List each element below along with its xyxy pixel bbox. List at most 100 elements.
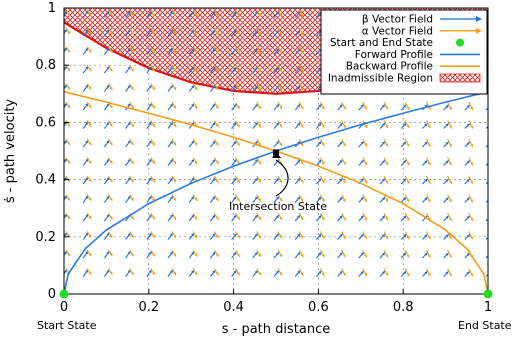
beta-vector-arrow xyxy=(167,158,174,166)
alpha-vector-arrow xyxy=(341,138,347,147)
alpha-vector-arrow xyxy=(256,120,262,128)
beta-vector-arrow xyxy=(273,66,280,74)
alpha-vector-arrow xyxy=(213,120,219,128)
beta-vector-arrow xyxy=(125,177,132,185)
beta-vector-arrow xyxy=(337,140,344,148)
alpha-vector-arrow xyxy=(277,268,283,276)
alpha-vector-arrow xyxy=(107,231,113,239)
beta-vector-arrow xyxy=(337,214,344,222)
alpha-vector-arrow xyxy=(150,64,156,72)
beta-vector-arrow xyxy=(273,29,280,37)
alpha-vector-arrow xyxy=(277,138,283,147)
beta-vector-arrow xyxy=(231,214,238,222)
beta-vector-arrow xyxy=(146,214,153,222)
legend-swatch-region xyxy=(439,73,481,83)
beta-vector-arrow xyxy=(400,196,407,203)
alpha-vector-arrow xyxy=(129,212,135,220)
beta-vector-arrow xyxy=(358,270,365,277)
alpha-vector-arrow xyxy=(129,175,135,183)
alpha-vector-arrow xyxy=(65,175,71,183)
alpha-vector-arrow xyxy=(171,157,177,165)
alpha-vector-arrow xyxy=(107,138,113,146)
beta-vector-arrow xyxy=(379,270,386,277)
beta-vector-arrow xyxy=(82,102,89,111)
beta-vector-arrow xyxy=(464,104,471,111)
beta-vector-arrow xyxy=(167,269,174,277)
beta-vector-arrow xyxy=(209,214,216,222)
alpha-vector-arrow xyxy=(235,231,241,239)
alpha-vector-arrow xyxy=(86,101,92,109)
beta-vector-arrow xyxy=(315,196,322,203)
beta-vector-arrow xyxy=(167,177,174,185)
alpha-vector-arrow xyxy=(192,194,198,202)
beta-vector-arrow xyxy=(103,10,110,18)
beta-vector-arrow xyxy=(209,158,216,166)
beta-vector-arrow xyxy=(337,103,344,111)
beta-vector-arrow xyxy=(82,65,89,74)
alpha-vector-arrow xyxy=(404,175,410,184)
beta-vector-arrow xyxy=(231,29,238,37)
alpha-vector-arrow xyxy=(192,249,198,257)
y-tick-label: 0 xyxy=(48,287,56,302)
alpha-vector-arrow xyxy=(490,139,494,147)
alpha-vector-arrow xyxy=(490,158,494,166)
alpha-vector-arrow xyxy=(319,101,325,110)
alpha-vector-arrow xyxy=(65,64,71,72)
alpha-vector-arrow xyxy=(298,83,304,91)
alpha-vector-arrow xyxy=(447,101,453,111)
alpha-vector-arrow xyxy=(490,65,494,73)
alpha-vector-arrow xyxy=(256,46,262,54)
alpha-vector-arrow xyxy=(319,212,325,221)
alpha-vector-arrow xyxy=(65,101,71,109)
alpha-vector-arrow xyxy=(171,27,177,35)
beta-vector-arrow xyxy=(315,177,322,185)
alpha-vector-arrow xyxy=(468,120,474,129)
beta-vector-arrow xyxy=(209,84,216,92)
beta-vector-arrow xyxy=(167,251,174,259)
alpha-vector-arrow xyxy=(86,268,92,275)
beta-vector-arrow xyxy=(209,66,216,74)
start-state-label: Start State xyxy=(37,319,97,332)
alpha-vector-arrow xyxy=(298,231,304,239)
beta-vector-arrow xyxy=(337,270,344,277)
beta-vector-arrow xyxy=(231,85,238,92)
beta-vector-arrow xyxy=(188,47,195,55)
beta-vector-arrow xyxy=(294,66,301,74)
beta-vector-arrow xyxy=(82,121,89,129)
beta-vector-arrow xyxy=(252,196,259,203)
beta-vector-arrow xyxy=(294,159,301,166)
alpha-vector-arrow xyxy=(150,175,156,183)
alpha-vector-arrow xyxy=(107,27,113,35)
alpha-vector-arrow xyxy=(150,120,156,128)
alpha-vector-arrow xyxy=(490,84,494,92)
beta-vector-arrow xyxy=(188,140,195,148)
beta-vector-arrow xyxy=(273,196,280,203)
beta-vector-arrow xyxy=(421,233,428,240)
alpha-vector-arrow xyxy=(192,64,198,72)
alpha-vector-arrow xyxy=(107,46,113,54)
alpha-vector-arrow xyxy=(65,120,71,127)
alpha-vector-arrow xyxy=(65,157,71,164)
alpha-vector-arrow xyxy=(425,138,431,147)
beta-vector-arrow xyxy=(125,29,132,37)
alpha-vector-arrow xyxy=(150,268,156,276)
alpha-vector-arrow xyxy=(256,212,262,221)
alpha-vector-arrow xyxy=(383,212,389,221)
beta-vector-arrow xyxy=(125,269,132,277)
alpha-vector-arrow xyxy=(447,157,453,166)
alpha-vector-arrow xyxy=(425,120,431,129)
alpha-vector-arrow xyxy=(235,249,241,258)
beta-vector-arrow xyxy=(146,232,153,240)
alpha-vector-arrow xyxy=(490,28,494,36)
alpha-vector-arrow xyxy=(213,175,219,184)
beta-vector-arrow xyxy=(464,123,471,129)
beta-vector-arrow xyxy=(252,270,259,277)
alpha-vector-arrow xyxy=(86,231,92,238)
alpha-vector-arrow xyxy=(383,268,389,277)
alpha-vector-arrow xyxy=(341,157,347,166)
alpha-vector-arrow xyxy=(447,249,453,259)
alpha-vector-arrow xyxy=(192,83,198,91)
beta-vector-arrow xyxy=(82,250,89,259)
beta-vector-arrow xyxy=(209,103,216,111)
beta-vector-arrow xyxy=(315,233,322,240)
